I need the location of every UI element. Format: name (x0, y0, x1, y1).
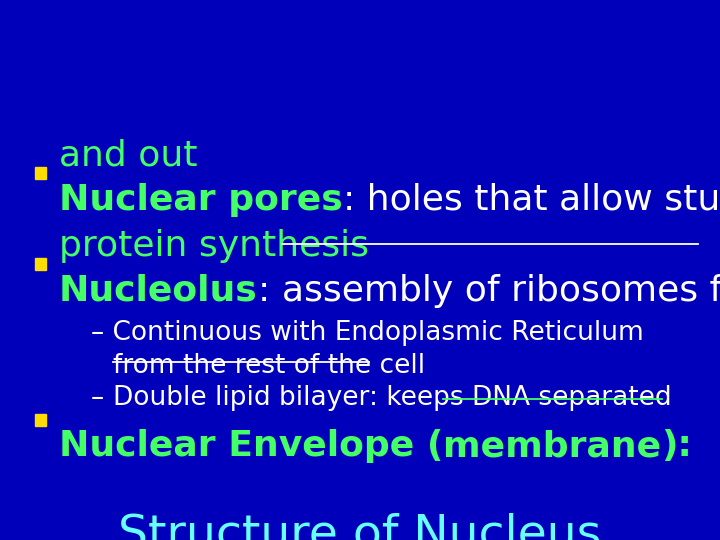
Text: Nucleolus: Nucleolus (59, 274, 258, 308)
Text: :: : (258, 274, 282, 308)
Text: –: – (91, 385, 113, 411)
Text: ):: ): (662, 429, 693, 463)
Text: Nuclear pores: Nuclear pores (59, 183, 343, 217)
Bar (35, 167, 47, 179)
Text: membrane: membrane (444, 429, 662, 463)
Text: protein synthesis: protein synthesis (59, 230, 369, 264)
Text: and out: and out (59, 139, 197, 173)
Bar (35, 414, 47, 426)
Text: : holes that allow stuff in: : holes that allow stuff in (343, 183, 720, 217)
Text: Nuclear Envelope (: Nuclear Envelope ( (59, 429, 444, 463)
Text: Double lipid bilayer: Double lipid bilayer (113, 385, 369, 411)
Text: for: for (698, 274, 720, 308)
Text: – Continuous with Endoplasmic Reticulum: – Continuous with Endoplasmic Reticulum (91, 320, 644, 346)
Text: assembly of ribosomes: assembly of ribosomes (282, 274, 698, 308)
Text: Structure of Nucleus: Structure of Nucleus (118, 513, 602, 540)
Text: : keeps DNA separated: : keeps DNA separated (369, 385, 672, 411)
Bar (35, 258, 47, 270)
Text: from the rest of the cell: from the rest of the cell (113, 353, 425, 379)
